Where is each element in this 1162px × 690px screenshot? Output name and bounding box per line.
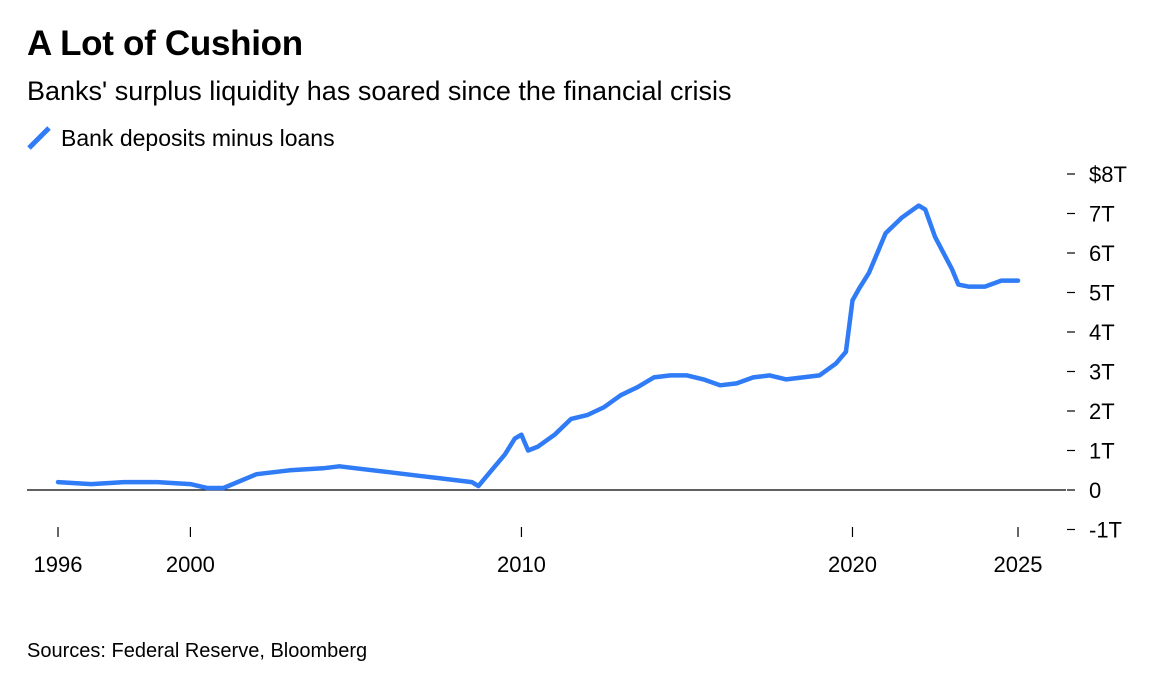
y-tick-label: 5T [1089,281,1115,306]
y-tick-label: 7T [1089,202,1115,227]
y-tick-label: $8T [1089,162,1127,187]
x-tick-label: 2025 [994,552,1043,577]
x-tick-label: 2010 [497,552,546,577]
legend-swatch [27,126,51,150]
chart-subtitle: Banks' surplus liquidity has soared sinc… [27,76,732,106]
y-tick-label: 1T [1089,439,1115,464]
y-tick-label: 6T [1089,241,1115,266]
y-tick-label: 2T [1089,399,1115,424]
y-tick-label: 3T [1089,360,1115,385]
legend: Bank deposits minus loans [27,124,335,152]
chart-title: A Lot of Cushion [27,24,303,63]
x-tick-label: 2000 [166,552,215,577]
legend-label: Bank deposits minus loans [61,124,335,151]
x-tick-label: 1996 [34,552,83,577]
series-line-bank-deposits-minus-loans [55,203,1021,491]
legend-swatch-line [27,126,51,150]
x-tick-label: 2020 [828,552,877,577]
y-tick-label: 0 [1089,478,1101,503]
y-tick-label: -1T [1089,518,1122,543]
source-note: Sources: Federal Reserve, Bloomberg [27,640,368,662]
y-tick-label: 4T [1089,320,1115,345]
